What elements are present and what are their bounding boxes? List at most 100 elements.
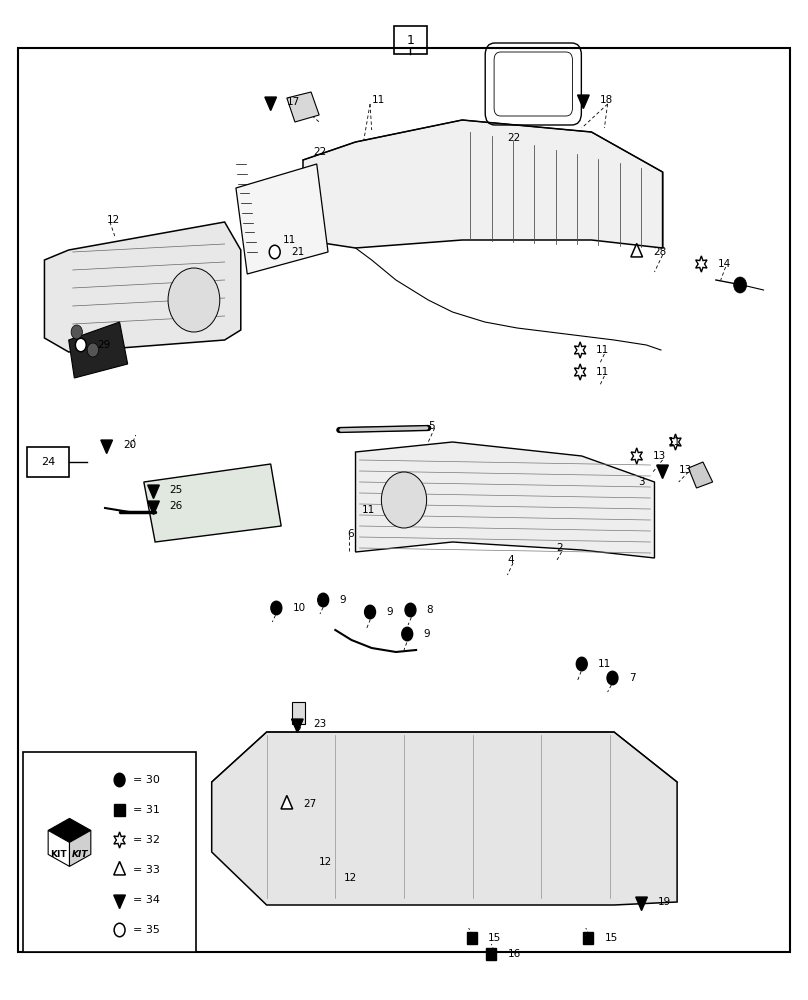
Text: 22: 22 xyxy=(507,133,520,143)
Polygon shape xyxy=(48,830,69,866)
Text: = 32: = 32 xyxy=(133,835,159,845)
Text: = 35: = 35 xyxy=(133,925,159,935)
Text: 14: 14 xyxy=(718,259,730,269)
Polygon shape xyxy=(303,120,663,248)
Text: 11: 11 xyxy=(596,345,609,355)
Text: 11: 11 xyxy=(362,505,375,515)
Text: 12: 12 xyxy=(343,873,356,883)
Text: = 34: = 34 xyxy=(133,895,159,905)
Polygon shape xyxy=(144,464,281,542)
Bar xyxy=(115,804,124,816)
Polygon shape xyxy=(636,897,647,911)
Text: = 33: = 33 xyxy=(133,865,159,875)
Text: 7: 7 xyxy=(629,673,635,683)
Circle shape xyxy=(71,325,82,339)
Text: 3: 3 xyxy=(638,477,645,487)
Circle shape xyxy=(318,593,329,607)
Text: 19: 19 xyxy=(658,897,671,907)
Polygon shape xyxy=(574,342,586,358)
Text: 25: 25 xyxy=(170,485,183,495)
Circle shape xyxy=(576,657,587,671)
Polygon shape xyxy=(657,465,668,479)
Text: 16: 16 xyxy=(507,949,520,959)
Text: 27: 27 xyxy=(303,799,316,809)
Polygon shape xyxy=(114,895,125,909)
Text: = 31: = 31 xyxy=(133,805,159,815)
Circle shape xyxy=(271,601,282,615)
Bar xyxy=(583,932,593,944)
Circle shape xyxy=(269,245,280,259)
Text: = 30: = 30 xyxy=(133,775,159,785)
Polygon shape xyxy=(688,462,713,488)
Text: 9: 9 xyxy=(339,595,346,605)
Circle shape xyxy=(114,923,125,937)
Text: 26: 26 xyxy=(170,501,183,511)
Polygon shape xyxy=(281,795,292,809)
Text: 15: 15 xyxy=(604,933,617,943)
Text: 11: 11 xyxy=(667,437,680,447)
Polygon shape xyxy=(696,256,707,272)
Bar xyxy=(23,752,196,952)
Text: 18: 18 xyxy=(600,95,612,105)
Text: 28: 28 xyxy=(653,247,666,257)
Polygon shape xyxy=(670,434,681,450)
Text: 5: 5 xyxy=(428,421,435,431)
Text: 11: 11 xyxy=(598,659,611,669)
Text: 24: 24 xyxy=(41,457,56,467)
Circle shape xyxy=(75,338,86,352)
Bar xyxy=(394,26,427,54)
Circle shape xyxy=(364,605,376,619)
Text: 4: 4 xyxy=(507,555,514,565)
Polygon shape xyxy=(292,719,303,733)
Text: 12: 12 xyxy=(107,215,120,225)
Text: 10: 10 xyxy=(292,603,305,613)
Polygon shape xyxy=(356,442,654,558)
Text: 29: 29 xyxy=(97,340,110,350)
Text: 12: 12 xyxy=(319,857,332,867)
Polygon shape xyxy=(578,95,589,109)
Text: 11: 11 xyxy=(596,367,609,377)
Polygon shape xyxy=(69,322,128,378)
Text: 8: 8 xyxy=(427,605,433,615)
Polygon shape xyxy=(114,832,125,848)
Text: 22: 22 xyxy=(314,147,326,157)
Text: 20: 20 xyxy=(123,440,136,450)
Text: 23: 23 xyxy=(314,719,326,729)
Text: 15: 15 xyxy=(488,933,501,943)
Polygon shape xyxy=(574,364,586,380)
Circle shape xyxy=(381,472,427,528)
Circle shape xyxy=(402,627,413,641)
Polygon shape xyxy=(287,92,319,122)
Polygon shape xyxy=(44,222,241,352)
Circle shape xyxy=(607,671,618,685)
Polygon shape xyxy=(148,485,159,499)
Bar xyxy=(467,932,477,944)
Text: 6: 6 xyxy=(347,529,354,539)
Polygon shape xyxy=(69,830,90,866)
Circle shape xyxy=(168,268,220,332)
Bar xyxy=(292,702,305,724)
Polygon shape xyxy=(236,164,328,274)
Text: 21: 21 xyxy=(291,247,304,257)
Polygon shape xyxy=(631,243,642,257)
Text: 17: 17 xyxy=(287,97,300,107)
Text: 11: 11 xyxy=(372,95,385,105)
Text: 9: 9 xyxy=(423,629,430,639)
Text: 13: 13 xyxy=(653,451,666,461)
Circle shape xyxy=(734,277,747,293)
Text: 13: 13 xyxy=(679,465,692,475)
Polygon shape xyxy=(265,97,276,111)
Circle shape xyxy=(405,603,416,617)
Polygon shape xyxy=(212,732,677,905)
Bar xyxy=(27,447,69,477)
Circle shape xyxy=(87,343,99,357)
Circle shape xyxy=(114,773,125,787)
Polygon shape xyxy=(148,501,159,515)
Text: 9: 9 xyxy=(386,607,393,617)
Text: 2: 2 xyxy=(556,543,562,553)
Text: 11: 11 xyxy=(283,235,296,245)
Text: KIT: KIT xyxy=(72,850,88,859)
Bar xyxy=(486,948,496,960)
Polygon shape xyxy=(631,448,642,464)
Polygon shape xyxy=(101,440,112,454)
